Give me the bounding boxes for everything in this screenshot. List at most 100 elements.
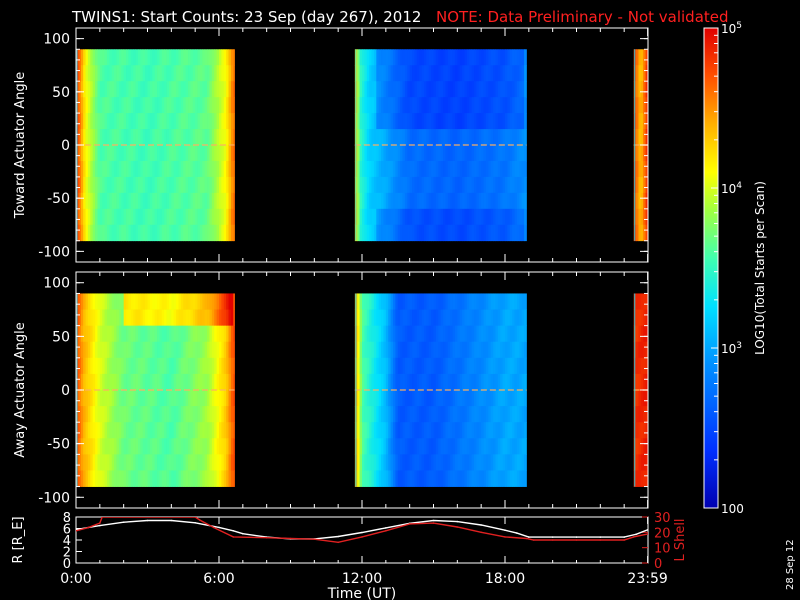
heatmap-cell xyxy=(505,81,508,98)
heatmap-cell xyxy=(402,81,406,98)
heatmap-cell xyxy=(214,49,218,66)
heatmap-cell xyxy=(118,65,122,82)
heatmap-cell xyxy=(102,341,105,359)
heatmap-cell xyxy=(464,309,468,327)
heatmap-cell xyxy=(214,176,218,194)
heatmap-cell xyxy=(121,81,125,98)
heatmap-cell xyxy=(168,65,172,82)
heatmap-cell xyxy=(145,145,148,162)
heatmap-cell xyxy=(219,293,222,310)
heatmap-cell xyxy=(371,406,375,423)
heatmap-cell xyxy=(404,176,408,194)
heatmap-cell xyxy=(80,176,84,194)
heatmap-cell xyxy=(214,97,218,114)
heatmap-cell xyxy=(164,438,167,455)
heatmap-cell xyxy=(164,129,167,146)
heatmap-cell xyxy=(643,390,647,407)
heatmap-cell xyxy=(111,192,115,210)
heatmap-cell xyxy=(152,373,156,391)
heatmap-cell xyxy=(445,145,449,162)
heatmap-cell xyxy=(85,406,89,423)
heatmap-cell xyxy=(192,49,196,66)
r-point xyxy=(575,536,578,538)
heatmap-cell xyxy=(226,293,229,310)
heatmap-cell xyxy=(402,129,406,146)
heatmap-cell xyxy=(462,341,465,359)
heatmap-cell xyxy=(130,160,134,178)
heatmap-cell xyxy=(157,293,160,310)
heatmap-cell xyxy=(397,208,401,226)
heatmap-cell xyxy=(80,160,84,178)
heatmap-cell xyxy=(462,357,465,375)
heatmap-cell xyxy=(507,438,511,455)
heatmap-cell xyxy=(400,406,403,423)
heatmap-cell xyxy=(481,224,484,242)
heatmap-cell xyxy=(197,309,201,327)
heatmap-cell xyxy=(216,390,220,407)
heatmap-cell xyxy=(378,49,382,66)
heatmap-cell xyxy=(431,113,434,130)
heatmap-cell xyxy=(416,438,420,455)
heatmap-cell xyxy=(371,454,375,471)
heatmap-cell xyxy=(126,208,129,226)
heatmap-cell xyxy=(385,357,389,375)
heatmap-cell xyxy=(111,129,115,146)
heatmap-cell xyxy=(404,454,408,471)
heatmap-cell xyxy=(466,293,470,310)
heatmap-cell xyxy=(178,470,182,487)
heatmap-cell xyxy=(140,390,144,407)
heatmap-cell xyxy=(202,145,206,162)
heatmap-cell xyxy=(469,97,473,114)
heatmap-cell xyxy=(173,293,177,310)
heatmap-cell xyxy=(495,373,499,391)
y-tick-label: 100 xyxy=(43,276,70,292)
heatmap-cell xyxy=(459,65,463,82)
heatmap-cell xyxy=(433,406,437,423)
r-point xyxy=(232,530,235,532)
heatmap-cell xyxy=(493,224,496,242)
heatmap-cell xyxy=(495,81,499,98)
heatmap-cell xyxy=(447,129,451,146)
heatmap-cell xyxy=(95,406,98,423)
heatmap-cell xyxy=(133,470,136,487)
heatmap-cell xyxy=(135,113,139,130)
heatmap-cell xyxy=(493,160,496,178)
heatmap-cell xyxy=(197,341,201,359)
heatmap-cell xyxy=(207,373,210,391)
heatmap-cell xyxy=(233,113,235,130)
heatmap-cell xyxy=(116,145,120,162)
heatmap-cell xyxy=(157,341,160,359)
heatmap-cell xyxy=(197,97,201,114)
heatmap-cell xyxy=(469,341,473,359)
heatmap-cell xyxy=(433,390,437,407)
heatmap-cell xyxy=(366,309,370,327)
heatmap-cell xyxy=(128,176,132,194)
heatmap-cell xyxy=(395,129,399,146)
heatmap-cell xyxy=(390,145,394,162)
heatmap-cell xyxy=(90,129,94,146)
heatmap-cell xyxy=(121,325,125,343)
heatmap-cell xyxy=(421,49,425,66)
heatmap-cell xyxy=(392,113,396,130)
heatmap-cell xyxy=(452,224,456,242)
heatmap-cell xyxy=(454,438,458,455)
heatmap-cell xyxy=(457,470,461,487)
heatmap-cell xyxy=(378,192,382,210)
heatmap-cell xyxy=(640,357,644,375)
heatmap-cell xyxy=(83,49,86,66)
heatmap-cell xyxy=(509,293,513,310)
heatmap-cell xyxy=(485,145,489,162)
heatmap-cell xyxy=(188,224,191,242)
heatmap-cell xyxy=(371,438,375,455)
heatmap-cell xyxy=(83,160,86,178)
heatmap-cell xyxy=(378,81,382,98)
heatmap-cell xyxy=(359,65,363,82)
heatmap-cell xyxy=(185,65,189,82)
heatmap-cell xyxy=(85,129,89,146)
heatmap-cell xyxy=(381,49,384,66)
heatmap-cell xyxy=(90,192,94,210)
heatmap-cell xyxy=(524,160,527,178)
heatmap-cell xyxy=(373,438,377,455)
heatmap-cell xyxy=(104,49,108,66)
heatmap-cell xyxy=(490,438,494,455)
